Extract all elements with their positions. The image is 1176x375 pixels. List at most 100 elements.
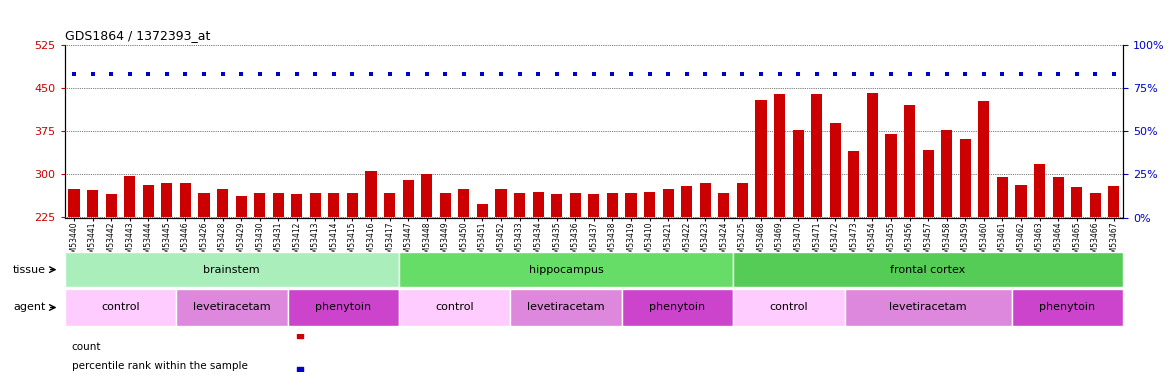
Bar bbox=[755, 100, 767, 218]
Bar bbox=[904, 105, 915, 218]
Point bbox=[158, 71, 176, 77]
Point bbox=[290, 333, 309, 339]
Point bbox=[250, 71, 269, 77]
Point bbox=[770, 71, 789, 77]
Point bbox=[696, 71, 715, 77]
Bar bbox=[1090, 193, 1101, 217]
Point bbox=[547, 71, 566, 77]
Text: phenytoin: phenytoin bbox=[315, 303, 372, 312]
Bar bbox=[644, 192, 655, 217]
Point bbox=[956, 71, 975, 77]
Text: percentile rank within the sample: percentile rank within the sample bbox=[72, 361, 248, 370]
Point bbox=[194, 71, 213, 77]
Bar bbox=[997, 177, 1008, 218]
Bar bbox=[1071, 187, 1082, 218]
Bar bbox=[287, 289, 399, 326]
Bar bbox=[1011, 289, 1123, 326]
Bar bbox=[440, 193, 450, 217]
Point bbox=[863, 71, 882, 77]
Point bbox=[325, 71, 343, 77]
Bar bbox=[510, 289, 622, 326]
Point bbox=[882, 71, 901, 77]
Point bbox=[751, 71, 770, 77]
Point bbox=[844, 71, 863, 77]
Bar bbox=[719, 193, 729, 217]
Bar bbox=[176, 289, 287, 326]
Bar bbox=[65, 252, 399, 287]
Point bbox=[529, 71, 548, 77]
Text: phenytoin: phenytoin bbox=[1040, 303, 1095, 312]
Bar bbox=[292, 195, 302, 217]
Point bbox=[65, 71, 83, 77]
Point bbox=[603, 71, 622, 77]
Bar bbox=[180, 183, 191, 218]
Point bbox=[120, 71, 139, 77]
Text: brainstem: brainstem bbox=[203, 265, 260, 274]
Bar bbox=[399, 289, 510, 326]
Bar bbox=[199, 193, 209, 217]
Point bbox=[380, 71, 399, 77]
Point bbox=[640, 71, 659, 77]
Text: control: control bbox=[435, 303, 474, 312]
Point bbox=[510, 71, 529, 77]
Text: GDS1864 / 1372393_at: GDS1864 / 1372393_at bbox=[65, 30, 211, 42]
Bar bbox=[830, 123, 841, 218]
Bar bbox=[385, 193, 395, 217]
Text: control: control bbox=[769, 303, 808, 312]
Point bbox=[399, 71, 417, 77]
Point bbox=[101, 71, 120, 77]
Bar bbox=[733, 289, 844, 326]
Bar bbox=[607, 193, 619, 217]
Point bbox=[1104, 71, 1123, 77]
Bar bbox=[399, 252, 733, 287]
Bar bbox=[1034, 164, 1045, 218]
Point bbox=[584, 71, 603, 77]
Text: control: control bbox=[101, 303, 140, 312]
Point bbox=[454, 71, 473, 77]
Point bbox=[993, 71, 1011, 77]
Bar bbox=[922, 150, 934, 217]
Point bbox=[343, 71, 362, 77]
Bar bbox=[886, 134, 896, 218]
Text: hippocampus: hippocampus bbox=[529, 265, 603, 274]
Bar bbox=[273, 193, 283, 217]
Bar bbox=[495, 189, 507, 218]
Bar bbox=[328, 193, 340, 217]
Text: frontal cortex: frontal cortex bbox=[890, 265, 965, 274]
Point bbox=[659, 71, 677, 77]
Bar bbox=[681, 186, 693, 218]
Text: agent: agent bbox=[13, 303, 46, 312]
Bar bbox=[477, 204, 488, 218]
Bar bbox=[347, 193, 358, 217]
Point bbox=[566, 71, 584, 77]
Bar bbox=[366, 171, 376, 217]
Bar bbox=[402, 180, 414, 218]
Point bbox=[789, 71, 808, 77]
Bar bbox=[1015, 185, 1027, 218]
Point bbox=[1049, 71, 1068, 77]
Bar bbox=[309, 193, 321, 217]
Point bbox=[975, 71, 994, 77]
Bar bbox=[733, 252, 1123, 287]
Bar bbox=[569, 193, 581, 217]
Bar bbox=[737, 183, 748, 218]
Bar bbox=[254, 193, 266, 217]
Point bbox=[232, 71, 250, 77]
Point bbox=[269, 71, 288, 77]
Point bbox=[900, 71, 918, 77]
Point bbox=[436, 71, 455, 77]
Bar bbox=[87, 190, 98, 217]
Bar bbox=[793, 129, 803, 218]
Point bbox=[83, 71, 102, 77]
Point bbox=[306, 71, 325, 77]
Bar bbox=[867, 93, 878, 218]
Point bbox=[1011, 71, 1030, 77]
Text: count: count bbox=[72, 342, 101, 352]
Bar bbox=[844, 289, 1011, 326]
Point bbox=[362, 71, 381, 77]
Point bbox=[492, 71, 510, 77]
Point bbox=[287, 71, 306, 77]
Bar bbox=[811, 94, 822, 218]
Bar bbox=[514, 193, 526, 217]
Bar bbox=[626, 193, 636, 217]
